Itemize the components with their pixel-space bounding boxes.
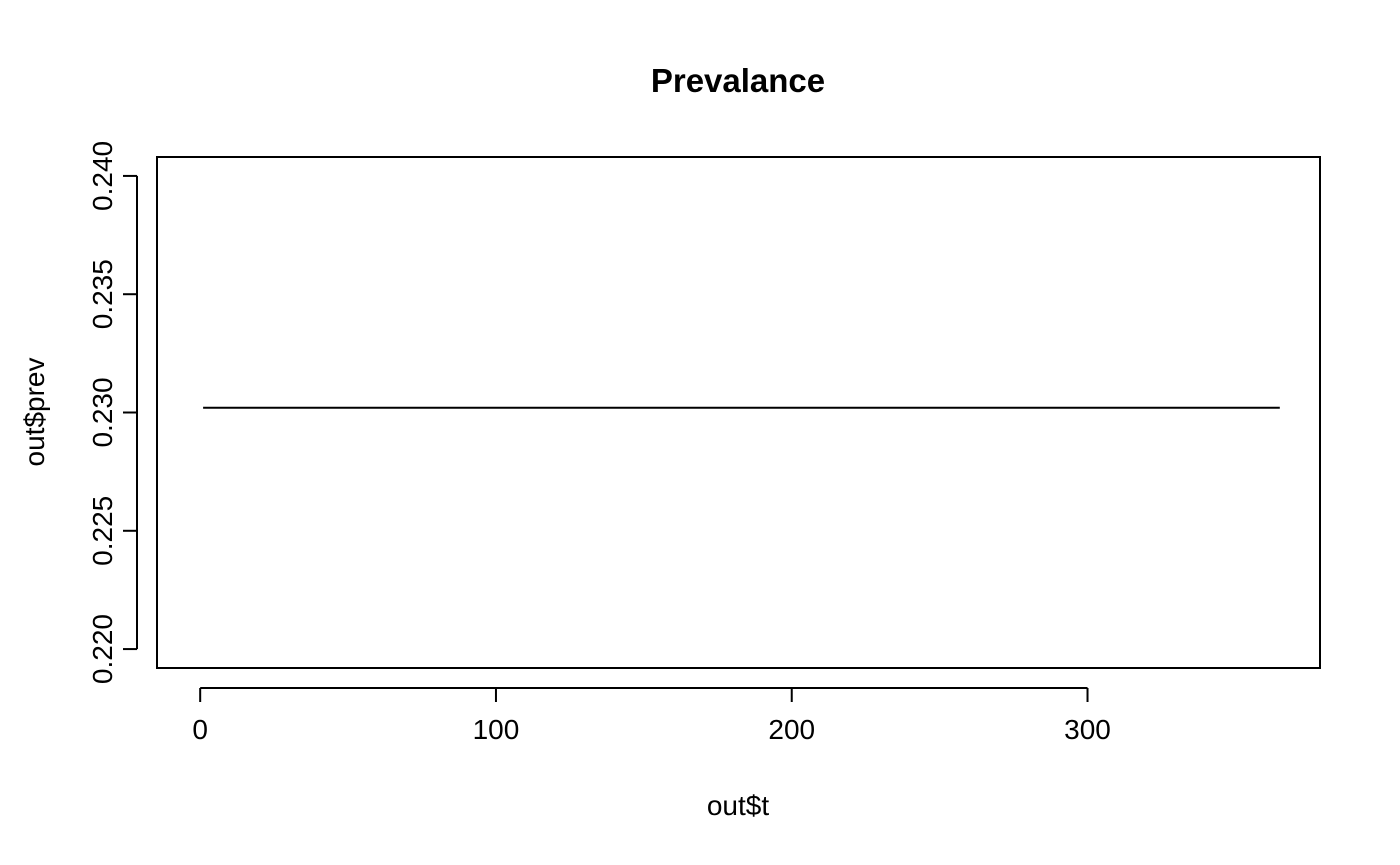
y-axis: 0.220 0.225 0.230 0.235 0.240 — [87, 141, 138, 684]
y-tick-label: 0.235 — [87, 259, 118, 329]
x-tick-label: 300 — [1064, 714, 1111, 745]
x-axis: 0 100 200 300 — [192, 687, 1111, 745]
plot-frame — [156, 156, 1321, 669]
y-tick-label: 0.240 — [87, 141, 118, 211]
y-tick-label: 0.225 — [87, 496, 118, 566]
x-tick-label: 100 — [473, 714, 520, 745]
y-axis-label: out$prev — [19, 358, 50, 467]
x-tick-label: 0 — [192, 714, 208, 745]
y-tick-label: 0.220 — [87, 614, 118, 684]
chart-title: Prevalance — [651, 62, 825, 99]
x-tick-label: 200 — [768, 714, 815, 745]
x-axis-label: out$t — [707, 790, 769, 821]
y-tick-label: 0.230 — [87, 377, 118, 447]
